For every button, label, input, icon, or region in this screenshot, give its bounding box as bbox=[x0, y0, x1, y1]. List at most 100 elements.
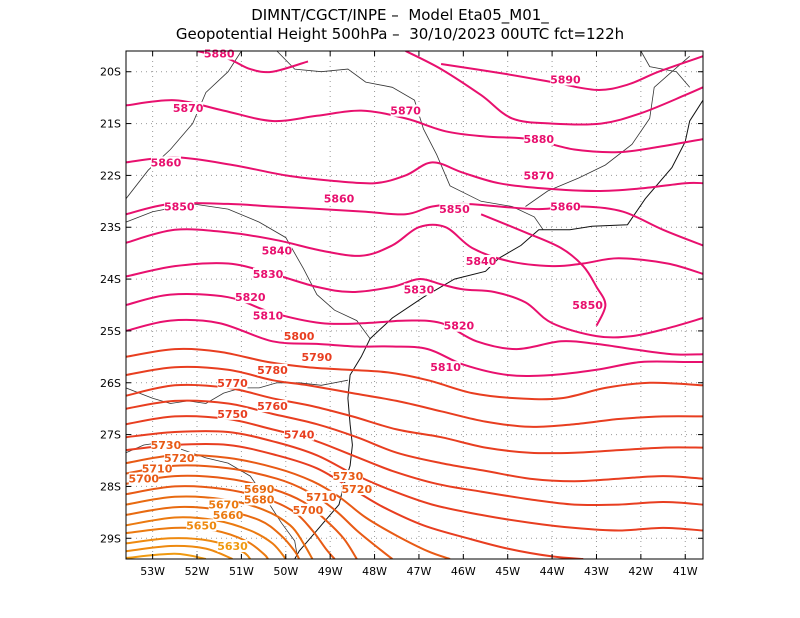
height-contours bbox=[126, 51, 703, 559]
contour-5810 bbox=[126, 318, 703, 377]
contour-5850 bbox=[126, 202, 703, 247]
contour-label: 5850 bbox=[572, 299, 603, 312]
contour-label: 5650 bbox=[186, 519, 217, 532]
contour-label-bg bbox=[324, 192, 355, 205]
contour-5800 bbox=[126, 347, 703, 401]
contour-label-bg bbox=[253, 309, 284, 322]
contour-label-bg bbox=[306, 490, 337, 503]
contour-label-bg bbox=[292, 503, 323, 516]
contour-label: 5720 bbox=[341, 483, 372, 496]
x-tick-label: 45W bbox=[495, 565, 520, 578]
x-tick-label: 42W bbox=[628, 565, 653, 578]
contour-label-bg bbox=[150, 438, 181, 451]
contour-label: 5800 bbox=[284, 330, 315, 343]
contour-label: 5720 bbox=[164, 452, 195, 465]
contour-label-bg bbox=[257, 400, 288, 413]
contour-5870 bbox=[126, 99, 703, 154]
coastline-path bbox=[294, 99, 703, 559]
contour-label-bg bbox=[257, 363, 288, 376]
contour-label-bg bbox=[301, 350, 332, 363]
x-tick-label: 52W bbox=[185, 565, 210, 578]
contour-5630 bbox=[126, 552, 207, 559]
contour-label: 5870 bbox=[390, 105, 421, 118]
x-tick-label: 49W bbox=[318, 565, 343, 578]
contour-label-bg bbox=[439, 203, 470, 216]
contour-label: 5840 bbox=[262, 245, 293, 258]
x-tick-label: 50W bbox=[273, 565, 298, 578]
contour-label-bg bbox=[253, 267, 284, 280]
contour-5860 bbox=[126, 156, 703, 193]
contour-label-bg bbox=[173, 102, 204, 115]
contour-label-bg bbox=[164, 200, 195, 213]
contour-5770 bbox=[126, 399, 703, 483]
contour-5650 bbox=[126, 537, 252, 559]
contour-label: 5880 bbox=[523, 133, 554, 146]
contour-label: 5710 bbox=[306, 491, 337, 504]
contour-5840 bbox=[126, 223, 703, 275]
contour-5850 bbox=[480, 213, 607, 327]
contour-label: 5660 bbox=[213, 509, 244, 522]
contour-label-bg bbox=[128, 472, 159, 485]
contour-5700 bbox=[126, 485, 336, 559]
y-tick-label: 23S bbox=[100, 221, 121, 234]
coastline bbox=[294, 99, 703, 559]
contour-5750 bbox=[126, 430, 703, 532]
plot-area-frame bbox=[125, 50, 704, 560]
x-axis-ticks: 53W 52W 51W 50W 49W 48W 47W 46W 45W 44W 43W 42W 41W bbox=[140, 51, 698, 578]
contour-label: 5820 bbox=[444, 320, 475, 333]
contour-label: 5830 bbox=[253, 268, 284, 281]
contour-label-bg bbox=[217, 407, 248, 420]
contour-5790 bbox=[126, 365, 703, 428]
contour-5740 bbox=[126, 442, 584, 559]
y-tick-label: 26S bbox=[100, 377, 121, 390]
contour-label: 5710 bbox=[142, 462, 173, 475]
contour-label: 5890 bbox=[550, 74, 581, 87]
contour-label-bg bbox=[142, 462, 173, 475]
y-tick-label: 27S bbox=[100, 429, 121, 442]
contour-label: 5730 bbox=[151, 439, 182, 452]
contour-label: 5700 bbox=[293, 504, 324, 517]
contour-label: 5840 bbox=[466, 255, 497, 268]
contour-label-bg bbox=[150, 156, 181, 169]
contour-label: 5750 bbox=[217, 408, 248, 421]
contour-label: 5770 bbox=[217, 377, 248, 390]
contour-label-bg bbox=[213, 508, 244, 521]
x-tick-label: 51W bbox=[229, 565, 254, 578]
contour-label-bg bbox=[550, 200, 581, 213]
contour-5830 bbox=[126, 262, 703, 339]
y-tick-label: 22S bbox=[100, 169, 121, 182]
contour-label-bg bbox=[284, 330, 315, 343]
contour-label-bg bbox=[572, 299, 603, 311]
contour-label: 5870 bbox=[523, 169, 554, 182]
contour-label-bg bbox=[430, 361, 461, 374]
contour-5680 bbox=[126, 505, 300, 559]
contour-label-bg bbox=[164, 451, 195, 464]
state-border bbox=[126, 203, 371, 339]
contour-5640 bbox=[126, 544, 233, 559]
y-tick-label: 25S bbox=[100, 325, 121, 338]
contour-label-bg bbox=[244, 483, 275, 496]
state-border bbox=[525, 55, 690, 207]
contour-5690 bbox=[126, 495, 314, 559]
contour-label: 5680 bbox=[244, 493, 275, 506]
contour-label-bg bbox=[217, 540, 248, 553]
x-tick-label: 48W bbox=[362, 565, 387, 578]
state-border bbox=[126, 51, 242, 199]
contour-5660 bbox=[126, 526, 269, 559]
contour-5670 bbox=[126, 516, 287, 559]
contour-label-bg bbox=[261, 244, 292, 257]
contour-label-bg bbox=[332, 470, 363, 483]
contour-5730 bbox=[126, 454, 451, 559]
y-tick-label: 21S bbox=[100, 118, 121, 131]
contour-label: 5810 bbox=[430, 361, 461, 374]
contour-label-bg bbox=[186, 519, 217, 532]
contour-label: 5830 bbox=[404, 283, 435, 296]
contour-label: 5630 bbox=[217, 540, 248, 553]
x-tick-label: 44W bbox=[540, 565, 565, 578]
contour-label: 5690 bbox=[244, 483, 275, 496]
x-tick-label: 43W bbox=[584, 565, 609, 578]
contour-label-bg bbox=[466, 254, 497, 267]
contour-label: 5780 bbox=[257, 364, 288, 377]
contour-label: 5810 bbox=[253, 309, 284, 322]
